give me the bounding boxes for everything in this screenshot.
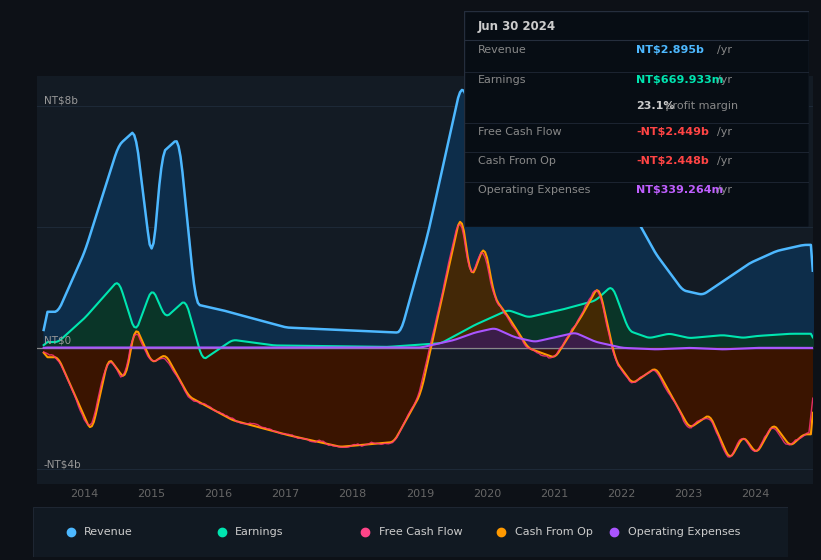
Text: -NT$2.449b: -NT$2.449b (636, 127, 709, 137)
Text: Free Cash Flow: Free Cash Flow (378, 527, 462, 537)
Text: NT$0: NT$0 (44, 335, 71, 346)
Text: Revenue: Revenue (85, 527, 133, 537)
Text: Jun 30 2024: Jun 30 2024 (478, 20, 556, 33)
Text: -NT$2.448b: -NT$2.448b (636, 156, 709, 166)
Text: NT$669.933m: NT$669.933m (636, 75, 723, 85)
Text: Cash From Op: Cash From Op (478, 156, 556, 166)
Text: -NT$4b: -NT$4b (44, 459, 81, 469)
Text: Earnings: Earnings (478, 75, 526, 85)
Text: Earnings: Earnings (236, 527, 284, 537)
Text: NT$2.895b: NT$2.895b (636, 45, 704, 55)
Text: /yr: /yr (718, 185, 732, 195)
Text: Operating Expenses: Operating Expenses (628, 527, 741, 537)
Text: profit margin: profit margin (662, 101, 738, 111)
Text: Cash From Op: Cash From Op (515, 527, 593, 537)
Text: 23.1%: 23.1% (636, 101, 675, 111)
Text: NT$339.264m: NT$339.264m (636, 185, 723, 195)
Text: /yr: /yr (718, 45, 732, 55)
Text: Operating Expenses: Operating Expenses (478, 185, 590, 195)
Text: Free Cash Flow: Free Cash Flow (478, 127, 562, 137)
Text: NT$8b: NT$8b (44, 96, 77, 106)
Text: Revenue: Revenue (478, 45, 526, 55)
Text: /yr: /yr (718, 127, 732, 137)
Text: /yr: /yr (718, 75, 732, 85)
Text: /yr: /yr (718, 156, 732, 166)
